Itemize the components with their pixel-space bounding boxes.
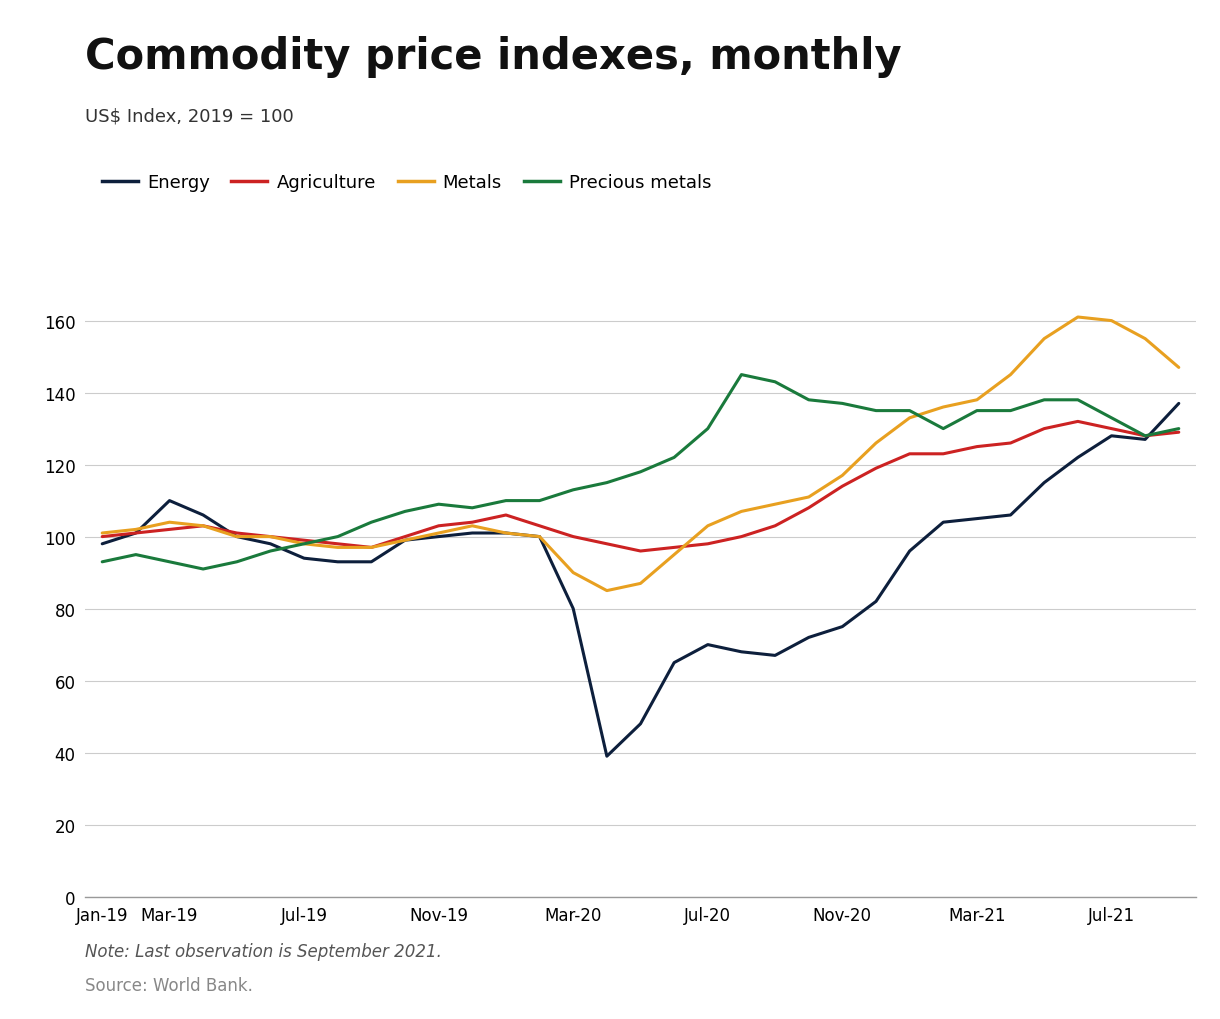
Text: Commodity price indexes, monthly: Commodity price indexes, monthly — [85, 36, 902, 77]
Text: Note: Last observation is September 2021.: Note: Last observation is September 2021… — [85, 943, 443, 961]
Text: Source: World Bank.: Source: World Bank. — [85, 976, 254, 995]
Text: US$ Index, 2019 = 100: US$ Index, 2019 = 100 — [85, 107, 294, 125]
Legend: Energy, Agriculture, Metals, Precious metals: Energy, Agriculture, Metals, Precious me… — [94, 167, 719, 200]
